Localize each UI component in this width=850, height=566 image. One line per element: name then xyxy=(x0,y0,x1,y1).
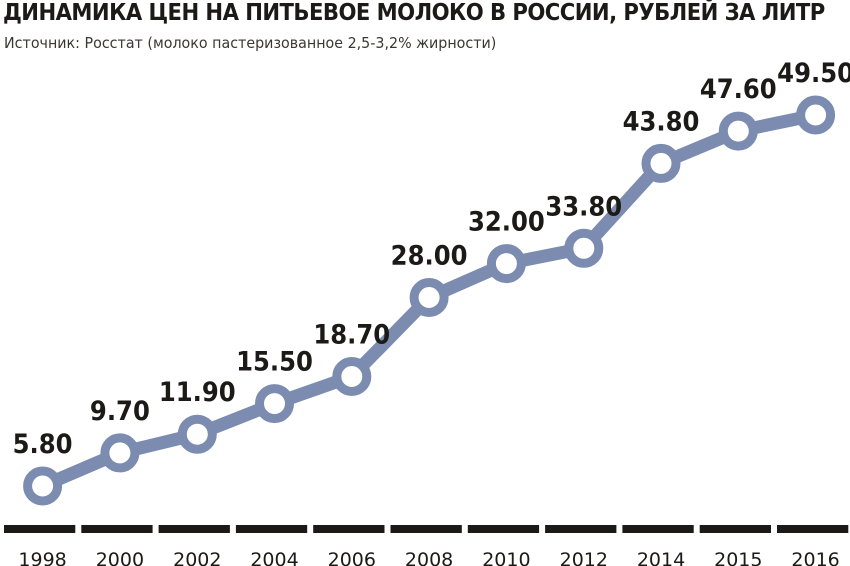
data-markers xyxy=(23,95,836,506)
x-axis-segment xyxy=(235,525,308,533)
data-point xyxy=(409,278,449,317)
x-tick-label: 2002 xyxy=(173,549,221,566)
x-tick-label: 2014 xyxy=(637,549,685,566)
data-label: 5.80 xyxy=(13,429,73,460)
data-label: 18.70 xyxy=(313,320,390,351)
x-axis-segment xyxy=(777,525,849,533)
x-tick-label: 2012 xyxy=(560,549,608,566)
x-axis-segment xyxy=(158,525,230,533)
x-tick-label: 2010 xyxy=(482,549,530,566)
data-point xyxy=(486,244,526,284)
data-label: 15.50 xyxy=(236,347,313,378)
data-label: 33.80 xyxy=(545,191,622,222)
x-axis-segment xyxy=(622,525,694,533)
data-label: 43.80 xyxy=(623,106,700,137)
chart-title: ДИНАМИКА ЦЕН НА ПИТЬЕВОЕ МОЛОКО В РОССИИ… xyxy=(3,0,825,26)
data-point xyxy=(177,414,217,454)
x-tick-label: 2004 xyxy=(250,549,298,566)
data-label: 47.60 xyxy=(700,74,777,105)
x-tick-label: 1998 xyxy=(18,549,66,566)
x-axis-tick-labels: 1998 2000 2002 2004 2006 2008 2010 2012 2014 2015… xyxy=(18,549,839,566)
x-axis-segment xyxy=(390,525,462,533)
x-axis-segment xyxy=(545,525,617,533)
x-axis-segment xyxy=(4,525,76,533)
data-point xyxy=(796,95,836,135)
x-tick-label: 2000 xyxy=(96,549,144,566)
x-tick-label: 2015 xyxy=(714,549,762,566)
x-axis-segment xyxy=(313,525,385,533)
data-point xyxy=(332,357,372,396)
x-axis-segment xyxy=(467,525,540,533)
x-axis-segments xyxy=(4,525,849,533)
x-axis-segment xyxy=(699,525,771,533)
data-label: 32.00 xyxy=(468,207,545,238)
data-point xyxy=(564,228,604,268)
data-point xyxy=(718,111,758,151)
data-label: 49.50 xyxy=(777,58,850,89)
data-point xyxy=(255,384,294,424)
data-point xyxy=(641,143,681,183)
x-tick-label: 2008 xyxy=(405,549,453,566)
data-point xyxy=(23,466,63,506)
data-label: 28.00 xyxy=(391,241,468,272)
x-tick-label: 2006 xyxy=(328,549,376,566)
x-tick-label: 2016 xyxy=(791,549,839,566)
data-point xyxy=(100,433,140,473)
data-label: 11.90 xyxy=(159,377,236,408)
data-label: 9.70 xyxy=(90,396,150,427)
chart-subtitle: Источник: Росстат (молоко пастеризованно… xyxy=(4,34,497,52)
x-axis-segment xyxy=(81,525,153,533)
